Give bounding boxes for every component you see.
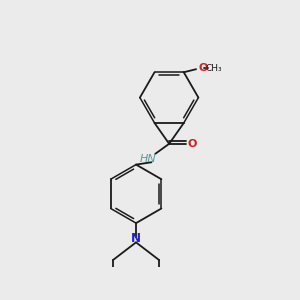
Text: HN: HN [139, 154, 156, 164]
Text: CH₃: CH₃ [205, 64, 222, 73]
Text: O: O [188, 139, 197, 149]
Text: O: O [198, 63, 208, 74]
Text: N: N [131, 232, 141, 245]
